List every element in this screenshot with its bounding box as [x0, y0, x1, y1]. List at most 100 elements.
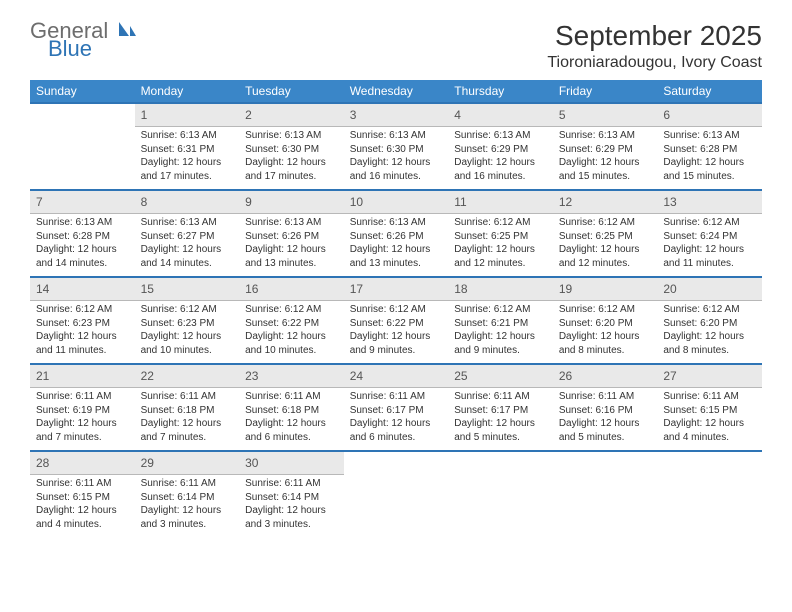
daylight-text: Daylight: 12 hours: [454, 156, 547, 170]
month-title: September 2025: [547, 20, 762, 52]
sunrise-text: Sunrise: 6:12 AM: [350, 303, 443, 317]
daylight-text: Daylight: 12 hours: [559, 330, 652, 344]
day-number: 2: [245, 108, 252, 122]
day-number-row: 78910111213: [30, 190, 762, 214]
day-number-cell: 17: [344, 277, 449, 301]
day-detail-row: Sunrise: 6:13 AMSunset: 6:31 PMDaylight:…: [30, 127, 762, 191]
day-detail-cell: Sunrise: 6:13 AMSunset: 6:30 PMDaylight:…: [239, 127, 344, 191]
day-number: 14: [36, 282, 49, 296]
day-number-row: 14151617181920: [30, 277, 762, 301]
daylight-text-2: and 8 minutes.: [559, 344, 652, 358]
sunset-text: Sunset: 6:23 PM: [36, 317, 129, 331]
sunset-text: Sunset: 6:17 PM: [350, 404, 443, 418]
sunrise-text: Sunrise: 6:12 AM: [663, 303, 756, 317]
sunset-text: Sunset: 6:22 PM: [245, 317, 338, 331]
empty-cell: [553, 475, 658, 538]
day-number-cell: 30: [239, 451, 344, 475]
sunrise-text: Sunrise: 6:12 AM: [559, 303, 652, 317]
day-number: 16: [245, 282, 258, 296]
sunset-text: Sunset: 6:23 PM: [141, 317, 234, 331]
sunrise-text: Sunrise: 6:12 AM: [454, 303, 547, 317]
sunset-text: Sunset: 6:14 PM: [141, 491, 234, 505]
daylight-text: Daylight: 12 hours: [350, 243, 443, 257]
daylight-text: Daylight: 12 hours: [559, 243, 652, 257]
daylight-text-2: and 17 minutes.: [141, 170, 234, 184]
day-detail-cell: Sunrise: 6:11 AMSunset: 6:14 PMDaylight:…: [135, 475, 240, 538]
sunset-text: Sunset: 6:29 PM: [559, 143, 652, 157]
empty-cell: [344, 451, 449, 475]
day-header: Sunday: [30, 80, 135, 103]
sunrise-text: Sunrise: 6:11 AM: [141, 477, 234, 491]
day-number: 24: [350, 369, 363, 383]
sunset-text: Sunset: 6:24 PM: [663, 230, 756, 244]
daylight-text-2: and 3 minutes.: [141, 518, 234, 532]
daylight-text-2: and 7 minutes.: [141, 431, 234, 445]
sunrise-text: Sunrise: 6:12 AM: [663, 216, 756, 230]
sunrise-text: Sunrise: 6:13 AM: [141, 129, 234, 143]
daylight-text-2: and 4 minutes.: [36, 518, 129, 532]
daylight-text-2: and 15 minutes.: [663, 170, 756, 184]
day-header: Saturday: [657, 80, 762, 103]
sunrise-text: Sunrise: 6:12 AM: [559, 216, 652, 230]
sunset-text: Sunset: 6:19 PM: [36, 404, 129, 418]
day-detail-row: Sunrise: 6:11 AM Sunset: 6:19 PM Daylight:…: [30, 388, 762, 452]
sunrise-text: Sunrise: 6:12 AM: [454, 216, 547, 230]
daylight-text-2: and 8 minutes.: [663, 344, 756, 358]
sunrise-text: Sunrise: 6:13 AM: [454, 129, 547, 143]
daylight-text-2: and 3 minutes.: [245, 518, 338, 532]
sunset-text: Sunset: 6:29 PM: [454, 143, 547, 157]
day-header: Tuesday: [239, 80, 344, 103]
sunset-text: Sunset: 6:17 PM: [454, 404, 547, 418]
sunrise-text: Sunrise: 6:11 AM: [663, 390, 756, 404]
day-number-cell: 2: [239, 103, 344, 127]
day-detail-cell: Sunrise: 6:12 AMSunset: 6:23 PMDaylight:…: [135, 301, 240, 365]
daylight-text: Daylight: 12 hours: [141, 156, 234, 170]
day-number-cell: 29: [135, 451, 240, 475]
daylight-text-2: and 13 minutes.: [350, 257, 443, 271]
day-detail-cell: Sunrise: 6:13 AMSunset: 6:29 PMDaylight:…: [448, 127, 553, 191]
sunset-text: Sunset: 6:27 PM: [141, 230, 234, 244]
daylight-text: Daylight: 12 hours: [663, 417, 756, 431]
sunrise-text: Sunrise: 6:13 AM: [36, 216, 129, 230]
brand-logo: General Blue: [30, 20, 137, 60]
day-number-row: 21222324252627: [30, 364, 762, 388]
sunset-text: Sunset: 6:28 PM: [36, 230, 129, 244]
day-detail-cell: Sunrise: 6:12 AMSunset: 6:23 PMDaylight:…: [30, 301, 135, 365]
header: General Blue September 2025 Tioroniarado…: [30, 20, 762, 72]
day-number: 22: [141, 369, 154, 383]
day-detail-cell: Sunrise: 6:13 AMSunset: 6:26 PMDaylight:…: [344, 214, 449, 278]
sunset-text: Sunset: 6:21 PM: [454, 317, 547, 331]
sunrise-text: Sunrise: 6:11 AM: [245, 390, 338, 404]
day-number: 18: [454, 282, 467, 296]
day-header: Monday: [135, 80, 240, 103]
sunset-text: Sunset: 6:30 PM: [350, 143, 443, 157]
sunrise-text: Sunrise: 6:13 AM: [245, 129, 338, 143]
sunrise-text: Sunrise: 6:11 AM: [350, 390, 443, 404]
day-number-cell: 6: [657, 103, 762, 127]
day-number-cell: 26: [553, 364, 658, 388]
day-number: 6: [663, 108, 670, 122]
day-number-row: 282930: [30, 451, 762, 475]
day-detail-cell: Sunrise: 6:12 AMSunset: 6:22 PMDaylight:…: [239, 301, 344, 365]
sunset-text: Sunset: 6:26 PM: [350, 230, 443, 244]
daylight-text: Daylight: 12 hours: [454, 417, 547, 431]
sunset-text: Sunset: 6:20 PM: [663, 317, 756, 331]
sunset-text: Sunset: 6:18 PM: [245, 404, 338, 418]
daylight-text-2: and 11 minutes.: [36, 344, 129, 358]
daylight-text-2: and 16 minutes.: [350, 170, 443, 184]
day-number-cell: 1: [135, 103, 240, 127]
sunrise-text: Sunrise: 6:13 AM: [350, 216, 443, 230]
day-detail-cell: Sunrise: 6:13 AMSunset: 6:30 PMDaylight:…: [344, 127, 449, 191]
day-number-cell: 20: [657, 277, 762, 301]
daylight-text-2: and 4 minutes.: [663, 431, 756, 445]
calendar-table: SundayMondayTuesdayWednesdayThursdayFrid…: [30, 80, 762, 537]
sunrise-text: Sunrise: 6:13 AM: [350, 129, 443, 143]
daylight-text: Daylight: 12 hours: [245, 156, 338, 170]
daylight-text: Daylight: 12 hours: [559, 156, 652, 170]
day-number: 3: [350, 108, 357, 122]
daylight-text: Daylight: 12 hours: [36, 504, 129, 518]
sunrise-text: Sunrise: 6:12 AM: [141, 303, 234, 317]
day-number: 20: [663, 282, 676, 296]
day-detail-cell: Sunrise: 6:13 AMSunset: 6:27 PMDaylight:…: [135, 214, 240, 278]
day-number: 5: [559, 108, 566, 122]
